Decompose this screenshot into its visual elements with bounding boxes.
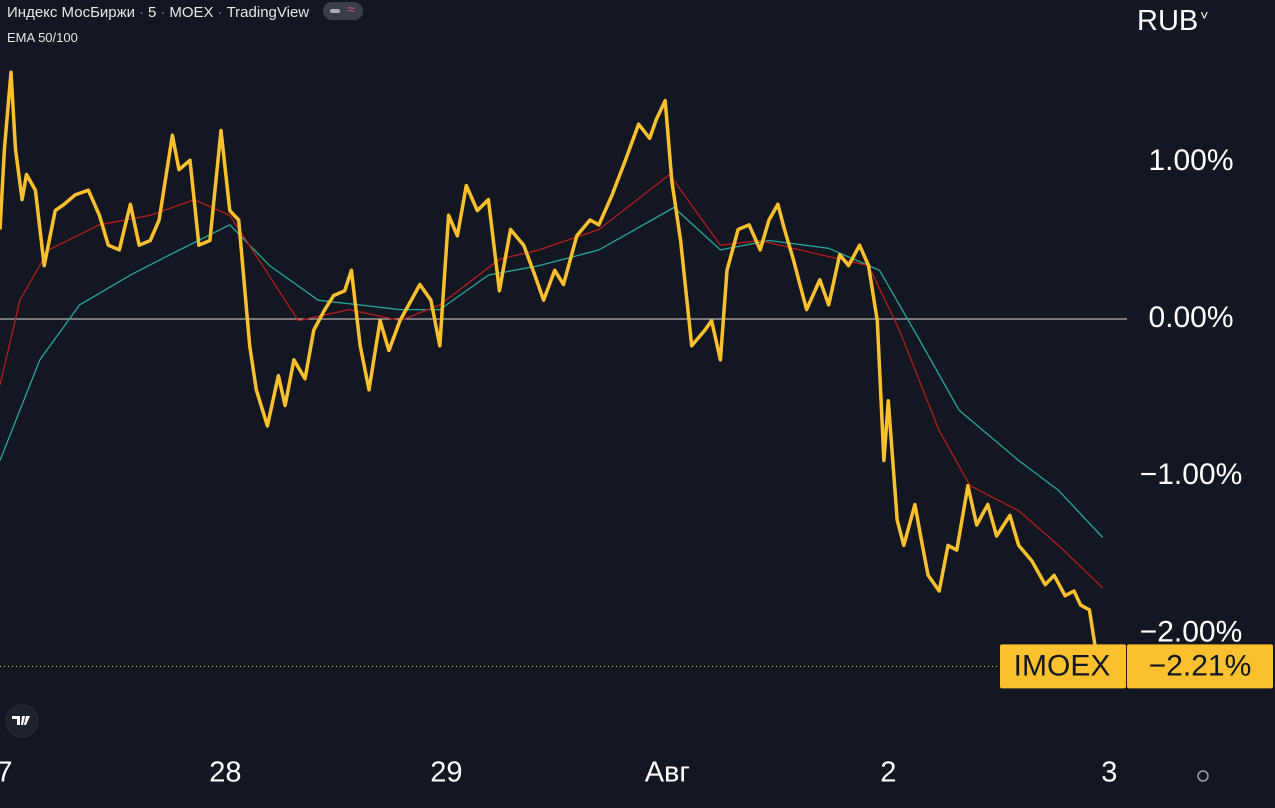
- symbol-label: IMOEX: [1014, 649, 1111, 682]
- chart-header: Индекс МосБиржи · 5 · MOEX · TradingView: [7, 1, 367, 22]
- x-tick-label: Авг: [645, 757, 690, 789]
- y-tick-label: 1.00%: [1148, 144, 1233, 177]
- currency-selector[interactable]: RUB: [1137, 5, 1206, 38]
- y-tick-label: −1.00%: [1140, 458, 1243, 491]
- interval: 5: [148, 4, 157, 21]
- settings-icon[interactable]: [1197, 770, 1209, 782]
- indicator-legend[interactable]: EMA 50/100: [7, 30, 78, 45]
- toggle[interactable]: [323, 1, 364, 21]
- x-tick-label: 2: [880, 757, 896, 789]
- x-tick-label: 29: [430, 757, 462, 789]
- series-line: [0, 70, 1101, 667]
- series-line: [0, 206, 1104, 538]
- x-tick-label: 3: [1101, 757, 1117, 789]
- y-tick-label: −2.00%: [1140, 615, 1243, 648]
- x-tick-label: 28: [209, 757, 241, 789]
- x-tick-label: 7: [0, 757, 12, 789]
- y-tick-label: 0.00%: [1148, 301, 1233, 334]
- exchange: MOEX: [169, 4, 214, 21]
- last-value-label: −2.21%: [1149, 649, 1252, 682]
- last-value-box: [1127, 644, 1273, 689]
- symbol-name: Индекс МосБиржи: [7, 4, 136, 21]
- symbol-label-box: [1000, 644, 1126, 689]
- series-line: [0, 173, 1104, 589]
- source: TradingView: [226, 4, 310, 21]
- tv-logo-mark: [12, 716, 30, 725]
